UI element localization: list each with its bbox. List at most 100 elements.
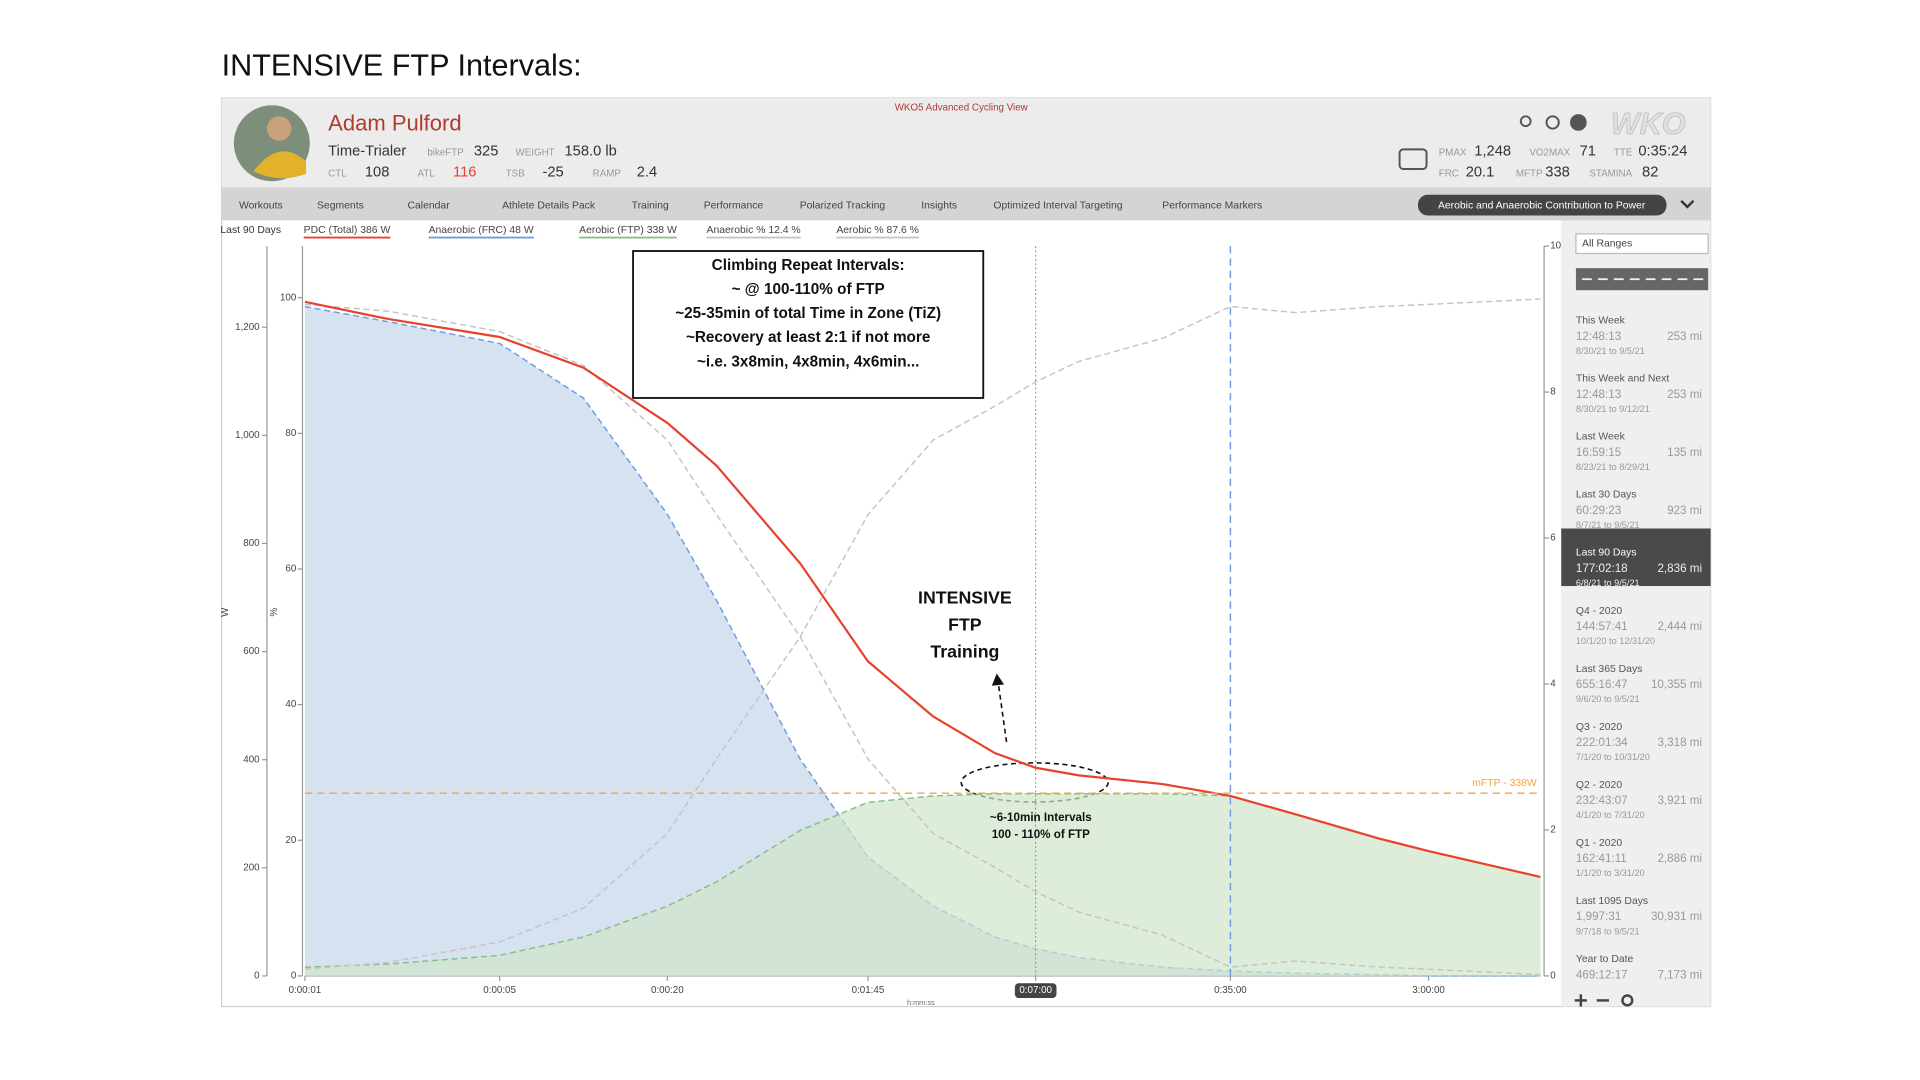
range-item[interactable]: Q3 - 2020 222:01:34 3,318 mi 7/1/20 to 10/3…: [1576, 722, 1702, 762]
range-distance: 2,836 mi: [1657, 562, 1702, 575]
range-item[interactable]: Last 1095 Days 1,997:31 30,931 mi 9/7/18 to…: [1576, 896, 1702, 936]
range-name: Last 1095 Days: [1576, 896, 1648, 907]
range-name: This Week and Next: [1576, 374, 1669, 385]
series-line: [304, 300, 1541, 879]
annotation-text: Climbing Repeat Intervals:: [712, 257, 905, 274]
range-item[interactable]: Last 30 Days 60:29:23 923 mi 8/7/21 to 9/5/…: [1576, 490, 1702, 530]
range-name: Q3 - 2020: [1576, 722, 1622, 733]
nav-tab[interactable]: Segments: [317, 200, 364, 211]
nav-tab[interactable]: Polarized Tracking: [800, 200, 886, 211]
nav-tab[interactable]: Insights: [921, 200, 957, 211]
chart-button[interactable]: [1417, 194, 1667, 216]
y3-tick-label: 10: [1550, 241, 1561, 252]
range-distance: 253 mi: [1667, 388, 1702, 401]
range-item[interactable]: This Week 12:48:13 253 mi 8/30/21 to 9/5/21: [1576, 316, 1702, 356]
range-dates: 9/6/20 to 9/5/21: [1576, 694, 1640, 704]
legend-entry[interactable]: Aerobic % 87.6 %: [836, 225, 919, 236]
metric-label: PMAX: [1439, 148, 1467, 159]
avatar-face: [266, 116, 292, 141]
range-name: Q4 - 2020: [1576, 606, 1622, 617]
range-item[interactable]: Last 365 Days 655:16:47 10,355 mi 9/6/20 to…: [1576, 664, 1702, 704]
y2-tick-label: 80: [285, 428, 296, 439]
nav-tab[interactable]: Training: [632, 200, 669, 211]
metric-value: 0:35:24: [1638, 144, 1687, 160]
legend-entry[interactable]: Anaerobic (FRC) 48 W: [429, 225, 534, 236]
range-tools[interactable]: [1575, 268, 1709, 291]
range-item[interactable]: Q2 - 2020 232:43:07 3,921 mi 4/1/20 to 7/31…: [1576, 780, 1702, 820]
range-distance: 7,173 mi: [1657, 968, 1702, 981]
range-item[interactable]: Q1 - 2020 162:41:11 2,886 mi 1/1/20 to 3/31…: [1576, 838, 1702, 878]
nav-tab[interactable]: Optimized Interval Targeting: [993, 200, 1122, 211]
metric-label: VO2MAX: [1529, 148, 1570, 159]
range-dates: 1/1/20 to 3/31/20: [1576, 868, 1645, 878]
annotation-arrow: [997, 680, 1008, 743]
y-tick-label: 1,000: [235, 430, 260, 441]
range-item[interactable]: Last 90 Days 177:02:18 2,836 mi 6/8/21 to 9…: [1561, 528, 1711, 588]
x-tick-label: 0:00:05: [483, 985, 516, 996]
athlete-name: Adam Pulford: [328, 111, 461, 136]
y3-tick-label: 2: [1550, 825, 1555, 836]
nav-tab[interactable]: Performance Markers: [1162, 200, 1262, 211]
ranges-dropdown[interactable]: [1575, 233, 1709, 255]
app-window: Adam Pulford Time-Trialer WKO5 Advanced …: [220, 97, 1712, 1008]
sidebar-footer-icons[interactable]: [1574, 994, 1634, 1007]
nav-tab[interactable]: Performance: [704, 200, 764, 211]
range-item[interactable]: Last Week 16:59:15 135 mi 8/23/21 to 8/29/2…: [1576, 432, 1702, 472]
range-distance: 923 mi: [1667, 504, 1702, 517]
range-time: 469:12:17: [1576, 968, 1628, 981]
metric-value: 338: [1545, 165, 1570, 181]
note-text: 100 - 110% of FTP: [992, 828, 1090, 841]
range-distance: 30,931 mi: [1651, 910, 1702, 923]
legend-entry[interactable]: Anaerobic % 12.4 %: [707, 225, 801, 236]
metric-label: ATL: [418, 168, 436, 179]
annotation-text: ~ @ 100-110% of FTP: [732, 281, 885, 298]
range-distance: 253 mi: [1667, 330, 1702, 343]
y2-tick-label: 60: [285, 564, 296, 575]
legend-entry[interactable]: Aerobic (FTP) 338 W: [579, 225, 677, 236]
metric-value: 71: [1580, 144, 1596, 160]
range-item[interactable]: Year to Date 469:12:17 7,173 mi: [1576, 954, 1702, 981]
range-item[interactable]: This Week and Next 12:48:13 253 mi 8/30/21 …: [1576, 374, 1702, 414]
refresh-icon[interactable]: [1545, 115, 1560, 130]
y3-tick-label: 0: [1550, 971, 1556, 982]
ranges-dropdown-label[interactable]: All Ranges: [1582, 238, 1632, 249]
reference-label: mFTP - 338W: [1472, 778, 1537, 789]
annotation-text: ~25-35min of total Time in Zone (TiZ): [675, 305, 941, 322]
chart-menu-chevron[interactable]: [1680, 199, 1695, 209]
range-dates: 8/7/21 to 9/5/21: [1576, 520, 1640, 530]
x-axis-label: h:mm:ss: [907, 998, 935, 1007]
range-dates: 6/8/21 to 9/5/21: [1576, 578, 1640, 588]
range-dates: 9/7/18 to 9/5/21: [1576, 926, 1640, 936]
y-tick-label: 1,200: [235, 322, 260, 333]
range-distance: 2,886 mi: [1657, 852, 1702, 865]
slide-title: INTENSIVE FTP Intervals:: [222, 48, 582, 82]
y2-tick-label: 20: [285, 835, 296, 846]
legend-entry[interactable]: PDC (Total) 386 W: [304, 225, 391, 236]
note-text: ~6-10min Intervals: [990, 811, 1092, 824]
settings-icon[interactable]: [1519, 115, 1532, 128]
x-tick-label: 0:00:01: [289, 985, 322, 996]
avatar-jersey: [253, 151, 307, 179]
nav-tab[interactable]: Calendar: [407, 200, 450, 211]
chart: 0 200 400 600 800 1,000 1,200 0 20 40 60 80 100 0 2 4 6 8…: [220, 241, 1562, 1007]
range-dates: 8/23/21 to 8/29/21: [1576, 462, 1650, 472]
y2-tick-label: 100: [280, 292, 297, 303]
range-name: Q2 - 2020: [1576, 780, 1622, 791]
athlete-type: Time-Trialer: [328, 144, 406, 160]
nav-tab[interactable]: Athlete Details Pack: [502, 200, 596, 211]
sidebar: [1561, 220, 1711, 1007]
metric-value: -25: [542, 165, 563, 181]
metric-value: 108: [365, 165, 390, 181]
y-tick-label: 0: [254, 971, 260, 982]
chart-button-label[interactable]: Aerobic and Anaerobic Contribution to Po…: [1438, 200, 1646, 211]
range-time: 16:59:15: [1576, 446, 1621, 459]
help-icon[interactable]: [1570, 114, 1587, 131]
range-time: 177:02:18: [1576, 562, 1628, 575]
toolbar-icons[interactable]: [1398, 114, 1587, 170]
metric-value: 158.0 lb: [564, 144, 616, 160]
nav-tab[interactable]: Workouts: [239, 200, 283, 211]
range-name: Year to Date: [1576, 954, 1634, 965]
y-tick-label: 600: [243, 646, 260, 657]
